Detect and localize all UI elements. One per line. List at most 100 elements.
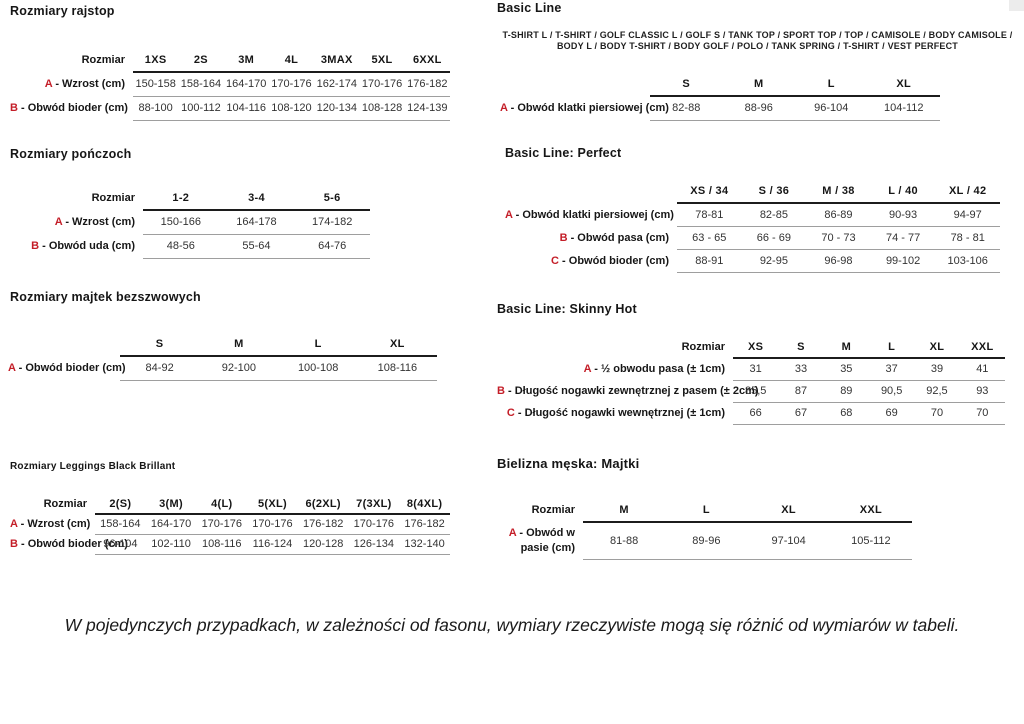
column-header: L	[868, 336, 915, 359]
row-letter: A	[10, 518, 18, 530]
cell-value: 70	[914, 402, 960, 425]
column-header: L	[278, 332, 358, 357]
cell-value: 124-139	[404, 96, 450, 121]
cell-value: 120-128	[297, 534, 349, 555]
column-header: 1XS	[133, 48, 179, 73]
cell-value: 88-100	[133, 96, 179, 121]
cell-value: 164-170	[223, 72, 269, 97]
column-header: M	[583, 498, 666, 523]
row-letter: B	[10, 538, 18, 550]
cell-value: 104-112	[867, 96, 940, 121]
cell-value: 85,5	[733, 380, 779, 403]
cell-value: 94-97	[935, 203, 1000, 227]
column-header: 6XXL	[404, 48, 450, 73]
cell-value: 55-64	[218, 234, 295, 259]
cell-value: 176-182	[297, 514, 349, 535]
row-letter: A	[8, 362, 16, 374]
cell-value: 170-176	[247, 514, 298, 535]
cell-value: 103-106	[935, 249, 1000, 273]
size-table-majtki-bezszwowe: S M L XL A - Obwód bioder (cm) 84-92 92-100 100…	[8, 332, 437, 381]
table-row: A - Wzrost (cm) 150-166 164-178 174-182	[10, 210, 370, 235]
row-letter: C	[506, 407, 515, 419]
column-header: XL	[914, 336, 960, 359]
cell-value: 63 - 65	[677, 226, 742, 250]
table-row: B - Obwód pasa (cm) 63 - 65 66 - 69 70 - 73…	[505, 226, 1000, 250]
cell-value: 69	[868, 402, 915, 425]
table-corner-label: Rozmiar	[681, 341, 725, 353]
cell-value: 108-116	[196, 534, 248, 555]
column-header: XS / 34	[677, 180, 742, 204]
table-corner-label: Rozmiar	[43, 498, 87, 510]
table-corner-label	[505, 180, 677, 203]
cell-value: 132-140	[399, 534, 450, 555]
cell-value: 170-176	[196, 514, 248, 535]
cell-value: 164-170	[145, 514, 197, 535]
column-header: L	[665, 498, 748, 523]
row-letter: A	[500, 102, 508, 114]
cell-value: 162-174	[314, 72, 360, 97]
row-label: C - Długość nogawki wewnętrznej (± 1cm)	[506, 407, 725, 419]
column-header: M / 38	[806, 180, 871, 204]
column-header: L	[795, 72, 868, 97]
row-letter: C	[551, 254, 559, 267]
table-row: C - Obwód bioder (cm) 88-91 92-95 96-98 99-1…	[505, 249, 1000, 273]
cell-value: 97-104	[747, 522, 830, 561]
table-row: A - Obwód w pasie (cm) 81-88 89-96 97-104 10…	[500, 522, 912, 561]
cell-value: 41	[959, 358, 1005, 381]
row-letter: A	[583, 363, 592, 375]
cell-value: 31	[733, 358, 779, 381]
table-row: A - Obwód klatki piersiowej (cm) 78-81 82-…	[505, 203, 1000, 227]
cell-value: 126-134	[348, 534, 400, 555]
column-header: S / 36	[741, 180, 807, 204]
size-table-leggings: Rozmiar 2(S) 3(M) 4(L) 5(XL) 6(2XL) 7(3XL) 8(4X…	[10, 494, 450, 555]
cell-value: 108-116	[357, 356, 437, 381]
column-header: S	[120, 332, 200, 357]
header-row: Rozmiar 2(S) 3(M) 4(L) 5(XL) 6(2XL) 7(3XL) 8(4X…	[10, 494, 450, 515]
row-label: B - Obwód bioder (cm)	[10, 102, 128, 114]
column-header: M	[199, 332, 279, 357]
column-header: S	[650, 72, 723, 97]
row-label: C - Obwód bioder (cm)	[551, 254, 669, 267]
table-row: C - Długość nogawki wewnętrznej (± 1cm) 6…	[497, 402, 1005, 425]
cell-value: 96-98	[806, 249, 871, 273]
header-row: Rozmiar 1-2 3-4 5-6	[10, 186, 370, 211]
cell-value: 174-182	[294, 210, 370, 235]
column-header: 3-4	[218, 186, 295, 211]
column-header: 7(3XL)	[348, 494, 400, 515]
column-header: L / 40	[870, 180, 936, 204]
section-title-basic-line-perfect: Basic Line: Perfect	[505, 146, 622, 160]
table-row: A - Obwód bioder (cm) 84-92 92-100 100-108 1…	[8, 356, 437, 381]
table-row: A - Obwód klatki piersiowej (cm) 82-88 88-…	[500, 96, 940, 121]
row-label: A - ½ obwodu pasa (± 1cm)	[583, 363, 725, 375]
cell-value: 92,5	[914, 380, 960, 403]
cell-value: 108-128	[359, 96, 405, 121]
section-title-rozmiary-ponczoch: Rozmiary pończoch	[10, 147, 132, 161]
header-row: Rozmiar M L XL XXL	[500, 498, 912, 523]
row-letter: A	[54, 216, 63, 228]
cell-value: 74 - 77	[870, 226, 936, 250]
cell-value: 90-93	[870, 203, 936, 227]
header-row: Rozmiar 1XS 2S 3M 4L 3MAX 5XL 6XXL	[10, 48, 450, 73]
cell-value: 82-88	[650, 96, 723, 121]
header-row: XS / 34 S / 36 M / 38 L / 40 XL / 42	[505, 180, 1000, 204]
cell-value: 105-112	[829, 522, 912, 561]
column-header: 5(XL)	[247, 494, 298, 515]
row-letter: A	[44, 78, 53, 90]
size-table-ponczoch: Rozmiar 1-2 3-4 5-6 A - Wzrost (cm) 150-166 16…	[10, 186, 370, 259]
column-header: 3M	[223, 48, 269, 73]
cell-value: 93	[959, 380, 1005, 403]
table-row: B - Długość nogawki zewnętrznej z pasem …	[497, 380, 1005, 403]
cell-value: 87	[778, 380, 824, 403]
section-title-bielizna-meska-majtki: Bielizna męska: Majtki	[497, 456, 640, 471]
cell-value: 176-182	[399, 514, 450, 535]
row-label: A - Wzrost (cm)	[10, 518, 91, 530]
cell-value: 89	[823, 380, 869, 403]
section-title-basic-line: Basic Line	[497, 1, 562, 15]
cell-value: 88-96	[722, 96, 795, 121]
table-corner-label	[8, 332, 120, 356]
header-row: S M L XL	[8, 332, 437, 357]
cell-value: 99-102	[870, 249, 936, 273]
table-row: A - Wzrost (cm) 150-158 158-164 164-170 170-…	[10, 72, 450, 97]
cell-value: 100-108	[278, 356, 358, 381]
header-row: S M L XL	[500, 72, 940, 97]
